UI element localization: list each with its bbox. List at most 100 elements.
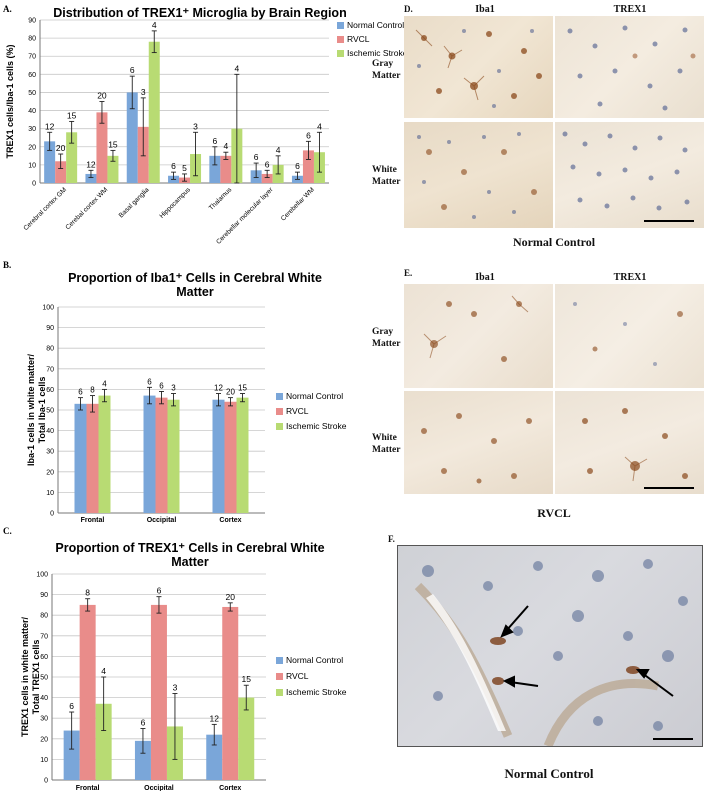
chart3-y-tick-label: 20 — [40, 736, 48, 743]
caption-normal-control-d: Normal Control — [512, 235, 596, 249]
chart2-y-tick-label: 0 — [50, 511, 54, 518]
chart2-legend-label: Normal Control — [286, 391, 343, 401]
column-label-trex1-d: TREX1 — [613, 4, 647, 15]
micrograph-d-trex1-white — [555, 122, 704, 228]
panel-letter-e: E. — [404, 268, 413, 278]
chart3-y-tick-label: 0 — [44, 778, 48, 785]
row-label-gray-matter-d: Gray Matter — [372, 59, 401, 81]
micrograph-d-trex1-gray — [555, 16, 704, 118]
chart1-y-tick-label: 10 — [28, 162, 36, 169]
chart1-bar — [44, 141, 56, 183]
chart1-legend-label: Ischemic Stroke — [347, 48, 408, 58]
row-label-white-matter-e: White Matter — [372, 433, 401, 455]
row-label-white-matter-d: White Matter — [372, 165, 401, 187]
chart1-n-label: 12 — [86, 159, 96, 169]
chart1-bar — [55, 161, 67, 183]
chart1-y-tick-label: 60 — [28, 72, 36, 79]
caption-normal-control-f: Normal Control — [504, 766, 594, 781]
chart3-bar — [79, 604, 96, 780]
micrograph-e-trex1-white — [555, 391, 704, 494]
chart1-n-label: 4 — [223, 141, 228, 151]
chart1-legend-swatch — [337, 36, 344, 43]
chart3-n-label: 4 — [101, 666, 106, 676]
chart1-bar — [85, 173, 97, 183]
chart2-n-label: 4 — [102, 379, 107, 388]
chart1-n-label: 6 — [295, 161, 300, 171]
chart3-category-label: Frontal — [76, 785, 100, 791]
chart2-bar — [98, 395, 111, 513]
chart2-y-tick-label: 30 — [46, 449, 54, 456]
chart2-category-label: Frontal — [81, 517, 105, 524]
chart2-bar — [236, 397, 249, 513]
chart1-n-label: 6 — [212, 136, 217, 146]
chart1-bar — [209, 155, 221, 183]
chart1-bar — [261, 173, 273, 183]
chart1-category-label: Hippocampus — [158, 186, 192, 220]
chart2-y-tick-label: 20 — [46, 469, 54, 476]
chart1-bar — [107, 155, 119, 183]
micrograph-d-iba1-gray — [404, 16, 553, 118]
chart1-n-label: 15 — [108, 139, 118, 149]
chart3-y-tick-label: 40 — [40, 695, 48, 702]
chart2-bar — [167, 399, 180, 513]
chart1-y-axis-label: TREX1 cells/Iba-1 cells (%) — [5, 44, 15, 158]
chart3-n-label: 15 — [242, 674, 252, 684]
chart1-panel-letter: A. — [3, 4, 12, 14]
caption-rvcl-e: RVCL — [537, 506, 571, 520]
chart1-category-label: Cerebal cortex WM — [65, 186, 110, 231]
column-label-iba1-d: Iba1 — [475, 4, 495, 15]
chart1-legend-swatch — [337, 50, 344, 57]
chart1-bar — [148, 41, 160, 183]
chart2-bar — [143, 395, 156, 513]
chart1-y-tick-label: 50 — [28, 90, 36, 97]
chart3-bar — [238, 697, 255, 780]
chart1-n-label: 6 — [130, 65, 135, 75]
chart2-y-tick-label: 100 — [42, 305, 54, 312]
chart2-bar — [212, 399, 225, 513]
chart2-n-label: 6 — [147, 377, 152, 386]
chart1-y-tick-label: 90 — [28, 18, 36, 25]
chart3-y-tick-label: 80 — [40, 613, 48, 620]
chart2-bar — [86, 403, 99, 513]
column-label-trex1-e: TREX1 — [613, 272, 647, 283]
chart1-n-label: 4 — [152, 20, 157, 30]
chart2-bar — [74, 403, 87, 513]
chart3-y-tick-label: 70 — [40, 633, 48, 640]
chart1-legend-label: RVCL — [347, 34, 370, 44]
chart1-category-label: Cerebellar WM — [280, 186, 316, 222]
chart1-n-label: 6 — [265, 159, 270, 169]
chart2-bar — [224, 401, 237, 513]
chart1-n-label: 12 — [45, 121, 55, 131]
chart1-y-tick-label: 40 — [28, 108, 36, 115]
chart2-legend-swatch — [276, 423, 283, 430]
chart1-n-label: 5 — [182, 163, 187, 173]
chart1-category-label: Cerebral cortex GM — [22, 186, 68, 232]
chart3-y-tick-label: 90 — [40, 592, 48, 599]
chart2-y-tick-label: 80 — [46, 346, 54, 353]
chart2-y-tick-label: 90 — [46, 325, 54, 332]
chart3-legend-label: RVCL — [286, 671, 309, 681]
chart3-legend-swatch — [276, 673, 283, 680]
chart3-bar — [206, 734, 223, 780]
chart3-category-label: Occipital — [144, 785, 174, 791]
chart1-n-label: 3 — [193, 121, 198, 131]
chart1-y-tick-label: 70 — [28, 54, 36, 61]
micrograph-d-iba1-white — [404, 122, 553, 228]
micrograph-f — [397, 545, 703, 747]
panel-letter-f: F. — [388, 534, 395, 544]
chart2-legend-label: Ischemic Stroke — [286, 421, 347, 431]
chart3-bar — [222, 606, 239, 780]
chart3-y-tick-label: 100 — [36, 572, 48, 579]
chart1-bar — [126, 92, 138, 183]
chart2-legend-label: RVCL — [286, 406, 309, 416]
chart3-bar — [150, 604, 167, 780]
chart3-bar — [63, 730, 80, 780]
chart2-y-tick-label: 50 — [46, 408, 54, 415]
chart1-y-tick-label: 80 — [28, 36, 36, 43]
chart3-n-label: 3 — [173, 682, 178, 692]
chart1-legend-label: Normal Control — [347, 20, 404, 30]
chart2-n-label: 3 — [171, 384, 176, 393]
chart1-n-label: 4 — [234, 63, 239, 73]
chart3-n-label: 6 — [69, 701, 74, 711]
chart2-y-tick-label: 10 — [46, 490, 54, 497]
